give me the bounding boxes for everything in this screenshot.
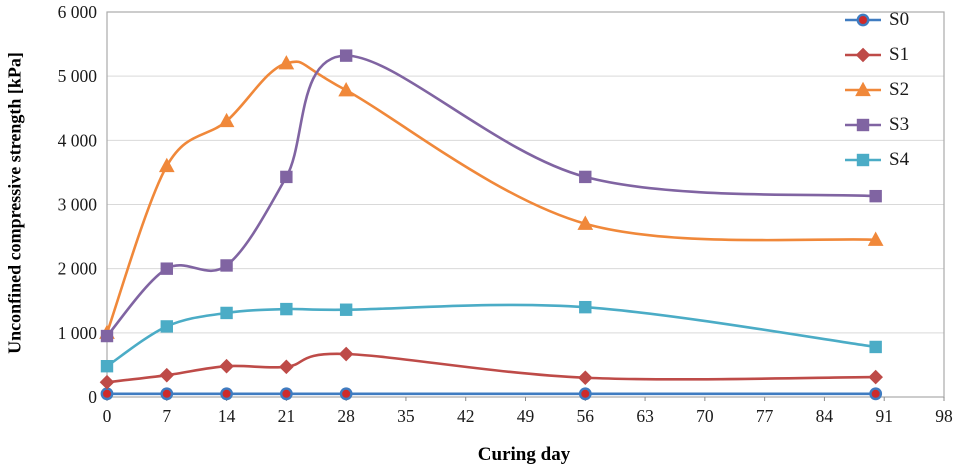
legend-label-s1: S1 [889, 44, 910, 65]
x-tick-label: 42 [457, 406, 475, 426]
legend-item-s0: S0 [845, 9, 909, 31]
legend-marker-s4 [856, 153, 870, 167]
series-marker-s4 [220, 306, 233, 320]
series-s0 [100, 387, 883, 401]
x-tick-label: 21 [278, 406, 296, 426]
series-marker-s0 [160, 387, 174, 401]
series-line-s4 [105, 303, 877, 368]
y-tick-label: 6 000 [58, 2, 98, 22]
x-tick-label: 63 [636, 406, 654, 426]
legend-line-sample-s0 [845, 13, 881, 27]
legend-item-s4: S4 [845, 149, 909, 171]
y-tick-label: 3 000 [58, 195, 98, 215]
series-marker-s4 [579, 300, 592, 314]
x-tick-label: 84 [816, 406, 834, 426]
legend-line-sample-s2 [845, 81, 881, 97]
x-tick-label: 28 [337, 406, 355, 426]
series-marker-s4 [280, 302, 293, 316]
series-marker-s4 [160, 320, 173, 333]
series-marker-s0 [869, 387, 883, 401]
legend-label-s2: S2 [889, 79, 910, 100]
series-marker-s1 [279, 359, 294, 375]
series-s1 [99, 346, 883, 390]
y-tick-label: 4 000 [58, 130, 98, 150]
legend-item-s1: S1 [845, 44, 909, 66]
series-marker-s3 [100, 329, 114, 343]
series-s2 [99, 55, 884, 339]
series-marker-s2 [867, 231, 884, 246]
series-line-s1 [105, 352, 877, 384]
x-tick-label: 98 [935, 406, 953, 426]
series-marker-s0 [339, 387, 353, 401]
series-marker-s2 [158, 157, 175, 173]
legend-line-sample-s1 [845, 47, 881, 63]
series-marker-s3 [220, 259, 233, 272]
series-marker-s4 [869, 340, 882, 354]
series-marker-s2 [218, 112, 235, 128]
series-marker-s1 [338, 346, 354, 362]
legend: S0 S1 S2 S3 S4 [845, 9, 909, 171]
series-marker-s0 [578, 387, 592, 401]
series-line-s3 [105, 54, 877, 338]
legend-line-sample-s3 [845, 118, 881, 132]
series-s3 [100, 49, 882, 343]
legend-label-s4: S4 [889, 149, 910, 170]
x-tick-label: 70 [696, 406, 714, 426]
legend-marker-s2 [855, 81, 871, 97]
series-marker-s3 [280, 170, 293, 184]
series-marker-s2 [577, 215, 594, 230]
x-tick-label: 91 [875, 406, 893, 426]
x-tick-label: 7 [162, 406, 171, 426]
x-tick-label: 56 [577, 406, 595, 426]
series-marker-s2 [338, 82, 354, 97]
series-marker-s1 [577, 370, 593, 386]
x-tick-label: 14 [218, 406, 236, 426]
y-tick-label: 0 [88, 387, 97, 407]
legend-marker-s3 [856, 118, 870, 132]
series-marker-s1 [159, 367, 175, 383]
series-marker-s1 [219, 358, 234, 374]
series-marker-s2 [278, 55, 295, 70]
legend-marker-s0 [856, 13, 870, 27]
legend-item-s2: S2 [845, 79, 909, 101]
series-marker-s3 [160, 262, 173, 275]
legend-line-sample-s4 [845, 153, 881, 167]
series-line-s2 [105, 60, 877, 335]
x-tick-label: 77 [756, 406, 774, 426]
series-marker-s3 [869, 189, 882, 203]
series-marker-s0 [279, 387, 293, 401]
series-marker-s1 [868, 369, 883, 385]
series-marker-s3 [579, 170, 592, 184]
legend-label-s0: S0 [889, 9, 910, 30]
series-marker-s1 [99, 374, 115, 390]
y-tick-label: 5 000 [58, 66, 98, 86]
series-marker-s4 [339, 303, 353, 316]
legend-item-s3: S3 [845, 114, 909, 136]
x-axis-title: Curing day [477, 444, 571, 465]
x-tick-label: 35 [397, 406, 415, 426]
x-tick-label: 0 [103, 406, 112, 426]
y-tick-label: 1 000 [58, 323, 98, 343]
series-s4 [100, 300, 882, 373]
legend-label-s3: S3 [889, 114, 910, 135]
x-tick-label: 49 [517, 406, 535, 426]
series-marker-s3 [339, 49, 353, 62]
series-marker-s0 [220, 387, 233, 401]
legend-marker-s1 [855, 47, 871, 63]
series-marker-s4 [100, 360, 114, 373]
y-tick-label: 2 000 [58, 259, 98, 279]
series-marker-s0 [100, 387, 114, 401]
